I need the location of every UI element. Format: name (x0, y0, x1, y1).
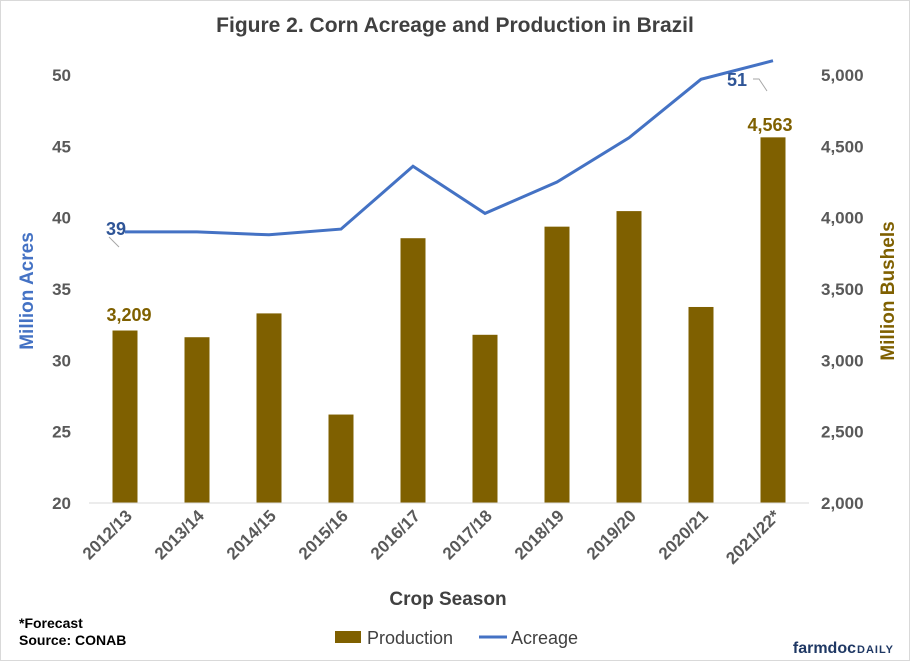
left-tick-label: 45 (52, 137, 71, 156)
left-tick-label: 20 (52, 494, 71, 513)
production-bar (544, 226, 570, 503)
left-tick-label: 30 (52, 351, 71, 370)
brand-logo: farmdocDAILY (793, 640, 894, 657)
legend-acreage-label: Acreage (511, 628, 578, 648)
x-tick-label: 2012/13 (79, 506, 136, 563)
production-bar (688, 306, 714, 503)
left-tick-label: 25 (52, 423, 71, 442)
right-tick-label: 2,500 (821, 423, 864, 442)
production-bar (616, 211, 642, 503)
x-tick-label: 2017/18 (439, 506, 496, 563)
production-bar (400, 238, 426, 503)
production-bar (472, 334, 498, 503)
production-bar (184, 337, 210, 503)
legend-production-swatch (335, 631, 361, 643)
acreage-line (125, 59, 774, 237)
acreage-first-leader (108, 236, 120, 248)
chart-title: Figure 2. Corn Acreage and Production in… (216, 14, 694, 37)
right-tick-label: 5,000 (821, 66, 864, 85)
right-tick-label: 4,500 (821, 137, 864, 156)
right-tick-label: 4,000 (821, 209, 864, 228)
right-axis-title: Million Bushels (878, 221, 899, 360)
x-tick-label: 2021/22* (722, 506, 784, 568)
x-tick-label: 2014/15 (223, 506, 280, 563)
left-tick-label: 50 (52, 66, 71, 85)
forecast-note: *Forecast (19, 615, 83, 631)
acreage-first-label: 39 (106, 219, 126, 239)
right-tick-label: 3,500 (821, 280, 864, 299)
production-bar (256, 313, 282, 503)
x-tick-label: 2019/20 (583, 506, 640, 563)
production-first-label: 3,209 (106, 305, 151, 325)
production-last-label: 4,563 (747, 115, 792, 135)
production-bar (112, 330, 138, 503)
x-tick-label: 2018/19 (511, 506, 568, 563)
left-tick-label: 35 (52, 280, 71, 299)
legend-production-label: Production (367, 628, 453, 648)
right-tick-label: 3,000 (821, 351, 864, 370)
acreage-last-label: 51 (727, 70, 747, 90)
left-axis-title: Million Acres (17, 232, 38, 350)
right-tick-label: 2,000 (821, 494, 864, 513)
x-tick-label: 2016/17 (367, 506, 424, 563)
x-tick-label: 2015/16 (295, 506, 352, 563)
x-tick-label: 2013/14 (151, 506, 208, 563)
x-axis-title: Crop Season (389, 589, 506, 610)
production-bar (328, 414, 354, 503)
acreage-last-leader (753, 78, 768, 92)
x-tick-label: 2020/21 (655, 506, 712, 563)
source-note: Source: CONAB (19, 632, 126, 648)
left-tick-label: 40 (52, 209, 71, 228)
production-bar (760, 137, 786, 503)
